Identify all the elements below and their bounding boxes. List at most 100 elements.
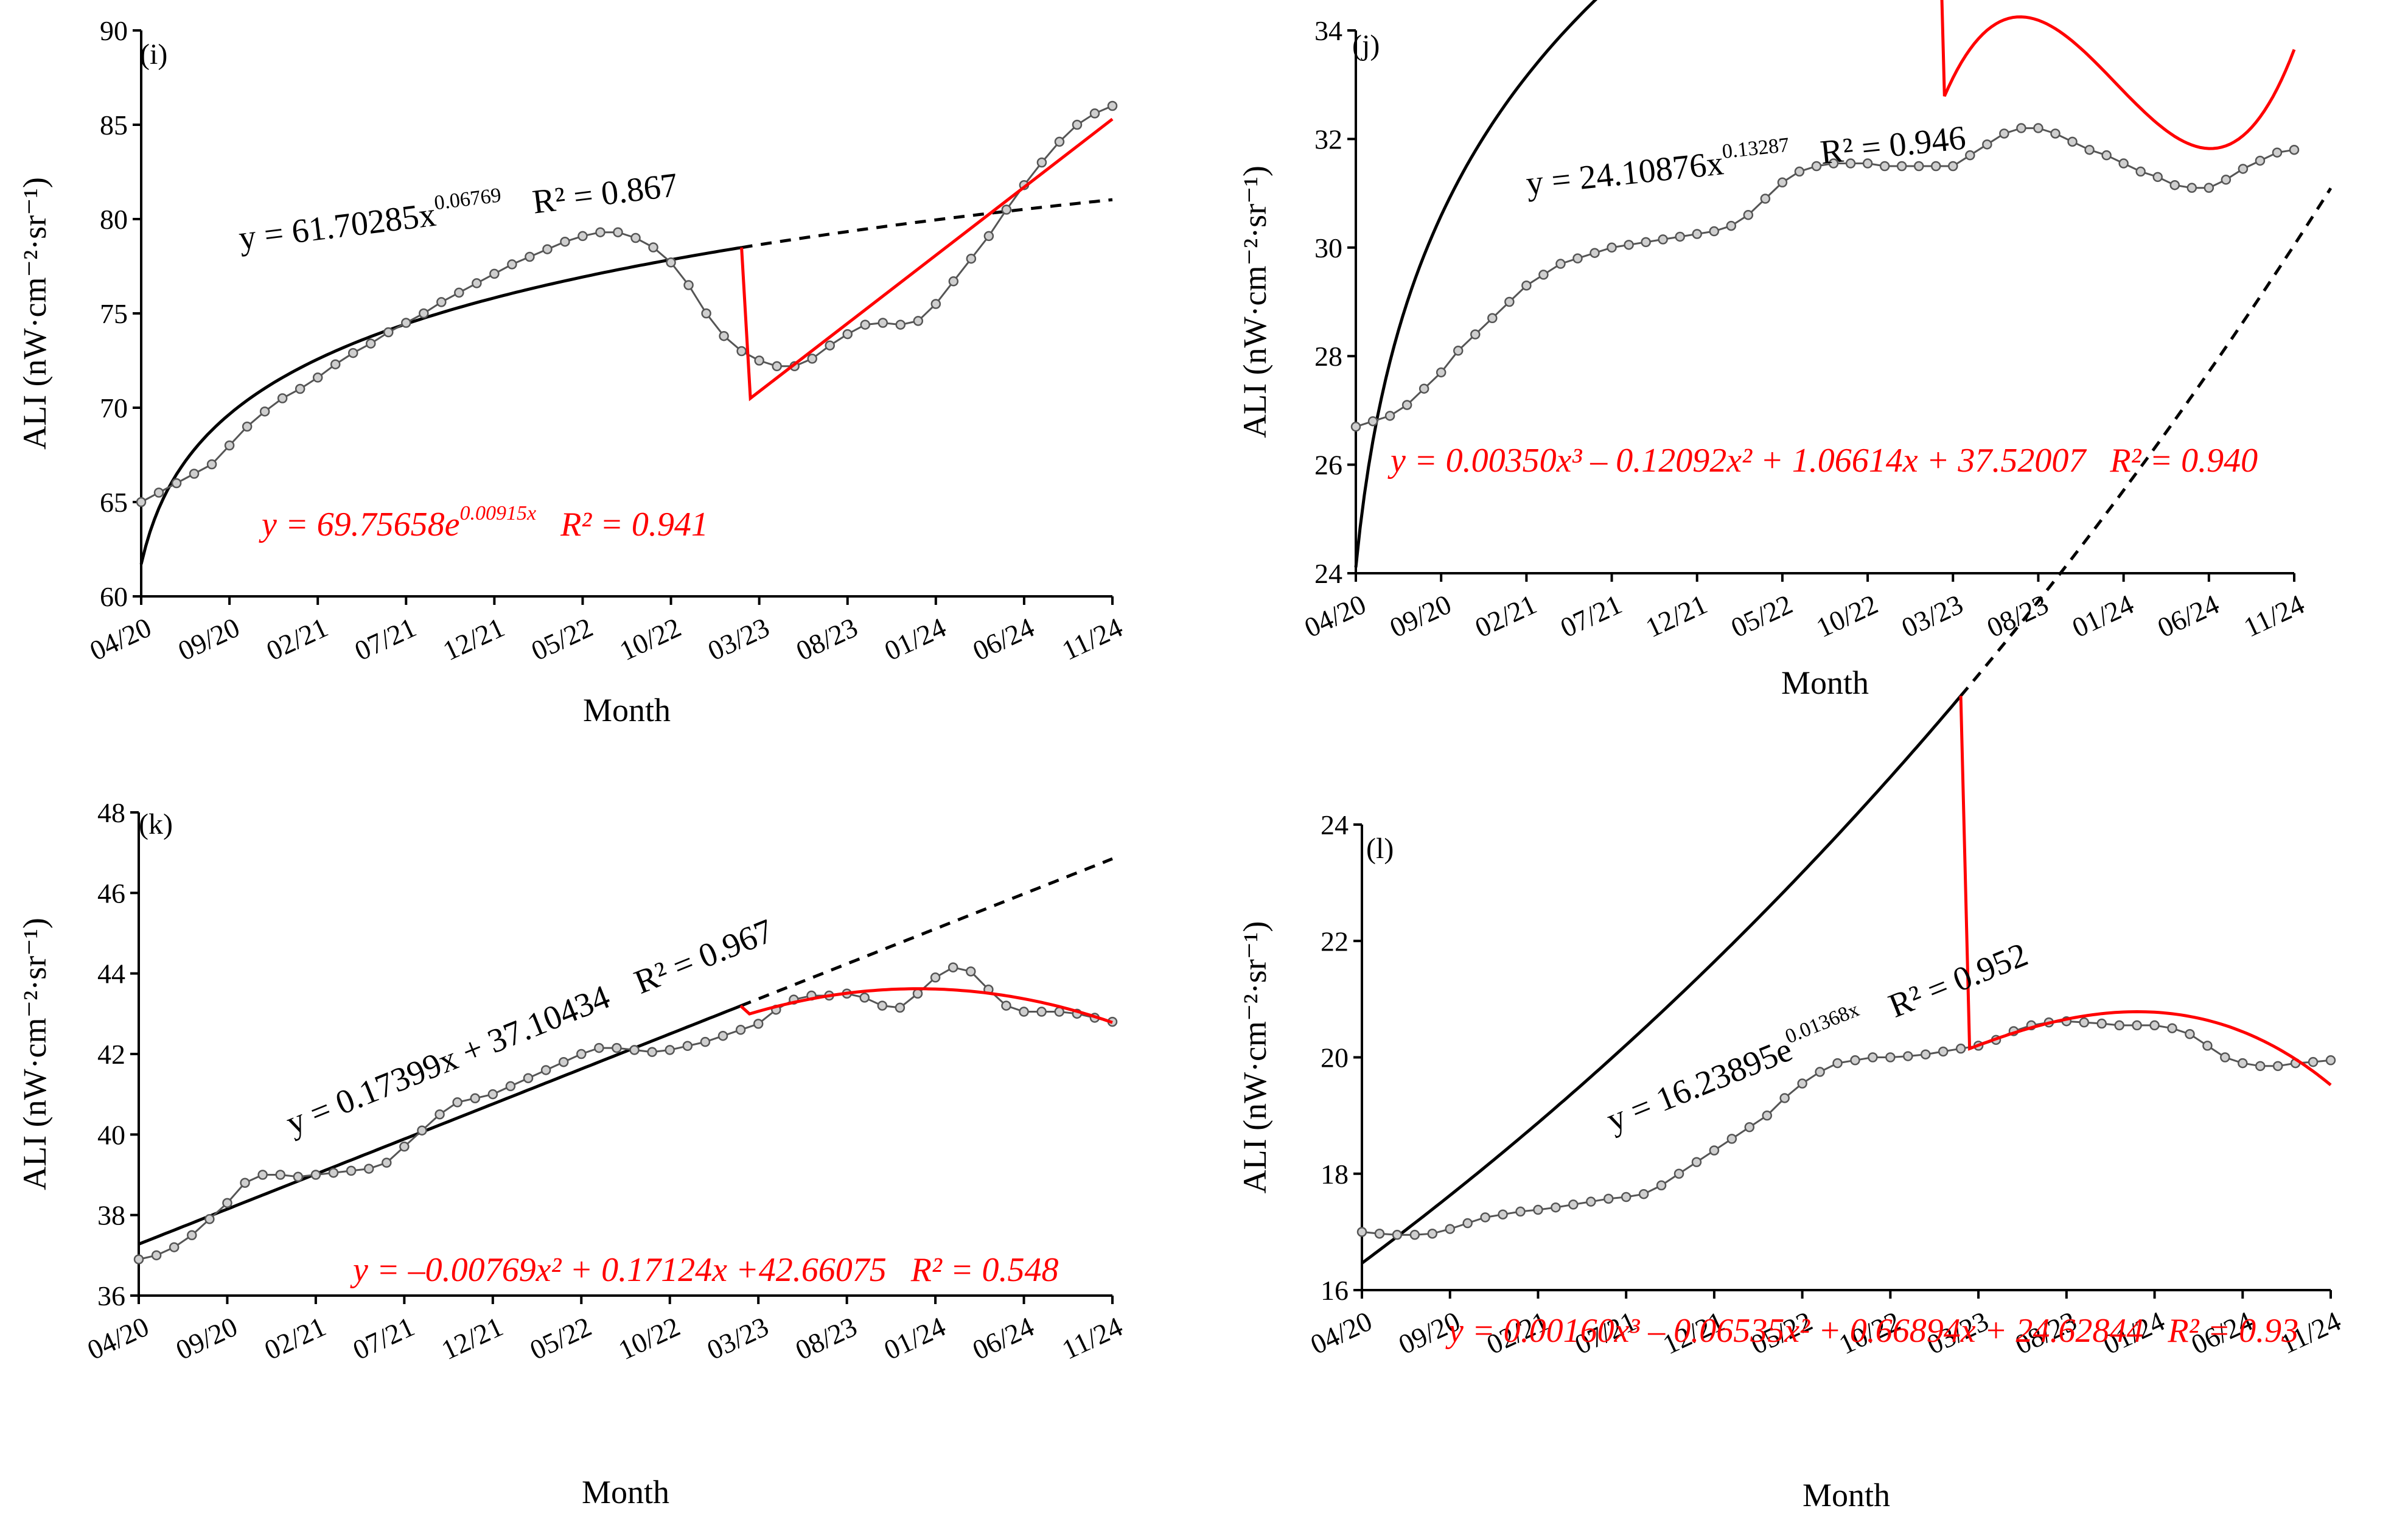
equation-r2: R² = 0.548 xyxy=(910,1251,1059,1289)
observed-point xyxy=(2096,1018,2107,1029)
observed-point xyxy=(1903,1051,1913,1061)
y-tick-label: 42 xyxy=(97,1039,125,1070)
observed-point xyxy=(487,1089,498,1100)
fit-projection-line xyxy=(741,198,1113,250)
x-tick-label: 01/24 xyxy=(879,1311,951,1366)
fit-after-equation: y = –0.00769x² + 0.17124x +42.66075 R² = … xyxy=(350,1251,1059,1289)
observed-point xyxy=(419,308,429,319)
observed-point xyxy=(452,1097,462,1108)
observed-point xyxy=(1350,421,1361,432)
observed-point xyxy=(542,244,553,254)
equation-r2: R² = 0.967 xyxy=(629,912,779,1002)
y-tick-label: 40 xyxy=(97,1119,125,1150)
observed-point xyxy=(2308,1056,2319,1067)
observed-point xyxy=(275,1170,285,1180)
observed-point xyxy=(1572,253,1583,263)
x-axis-title: Month xyxy=(1781,665,1869,701)
x-tick-label: 02/21 xyxy=(260,1311,331,1366)
x-axis-title: Month xyxy=(583,692,671,728)
observed-point xyxy=(417,1125,427,1136)
observed-point xyxy=(1743,210,1754,220)
observed-point xyxy=(2238,164,2249,174)
x-tick-label: 09/20 xyxy=(1385,588,1456,644)
y-tick-label: 60 xyxy=(100,581,128,612)
observed-point xyxy=(595,227,605,237)
observed-point xyxy=(1019,1007,1029,1017)
equation-main: y = –0.00769x² + 0.17124x +42.66075 xyxy=(350,1251,887,1289)
fit-before-line xyxy=(1354,0,1598,568)
observed-point xyxy=(1356,1227,1367,1237)
panel-i: 60 65 70 75 80 85 90 04/20 09/20 02/21 07/21 12/21 0… xyxy=(16,15,1127,728)
observed-point xyxy=(347,347,358,358)
x-tick-label: 01/24 xyxy=(880,612,951,667)
observed-point xyxy=(842,329,853,340)
observed-point xyxy=(2238,1058,2248,1069)
observed-point xyxy=(1453,346,1464,356)
observed-point xyxy=(1568,1199,1579,1210)
x-tick-label: 08/23 xyxy=(791,612,862,667)
observed-point xyxy=(1832,1058,1843,1069)
observed-point xyxy=(558,1056,569,1067)
observed-point xyxy=(1955,1043,1966,1054)
observed-point xyxy=(2067,136,2078,147)
observed-point xyxy=(1498,1209,1508,1220)
equation-main: y = 69.75658e xyxy=(259,506,460,543)
observed-point xyxy=(328,1167,339,1178)
observed-point xyxy=(1850,1055,1860,1066)
y-tick-label: 24 xyxy=(1314,558,1342,589)
observed-point xyxy=(505,1081,516,1092)
x-axis-title: Month xyxy=(582,1474,669,1510)
x-tick-label: 03/23 xyxy=(703,612,774,667)
x-tick-label: 06/24 xyxy=(968,1311,1039,1366)
observed-point xyxy=(1054,136,1065,147)
observed-point xyxy=(346,1165,357,1176)
observed-point xyxy=(240,1178,250,1188)
observed-point xyxy=(2255,155,2266,166)
observed-point xyxy=(912,988,923,999)
observed-point xyxy=(293,1171,304,1182)
observed-point xyxy=(1638,1188,1649,1199)
observed-point xyxy=(613,227,623,237)
observed-point xyxy=(717,1030,728,1041)
y-tick-label: 48 xyxy=(97,797,125,828)
observed-point xyxy=(1521,280,1532,291)
observed-point xyxy=(1036,157,1047,168)
observed-point xyxy=(436,297,447,307)
x-tick-label: 04/20 xyxy=(1300,588,1371,644)
x-tick-label: 07/21 xyxy=(1555,588,1627,644)
observed-point xyxy=(966,966,976,977)
observed-point xyxy=(719,330,729,341)
observed-point xyxy=(736,346,747,357)
observed-point xyxy=(1762,1110,1772,1121)
x-tick-label: 10/22 xyxy=(613,1311,685,1366)
observed-point xyxy=(2204,183,2214,193)
observed-point xyxy=(169,1242,180,1252)
observed-point xyxy=(560,236,570,247)
y-axis-title: ALI (nW·cm⁻²·sr⁻¹) xyxy=(1237,921,1273,1194)
equation-r2: R² = 0.941 xyxy=(560,506,708,543)
observed-point xyxy=(1965,150,1975,161)
observed-point xyxy=(1777,177,1788,188)
fit-before-line xyxy=(1361,694,1963,1265)
observed-point xyxy=(666,257,676,268)
observed-point xyxy=(1709,226,1720,237)
y-tick-label: 85 xyxy=(100,110,128,141)
observed-point xyxy=(594,1042,604,1053)
observed-point xyxy=(1504,296,1515,307)
observed-point xyxy=(2272,147,2283,158)
fit-before-line xyxy=(139,246,742,565)
observed-point xyxy=(1107,100,1118,111)
observed-point xyxy=(2101,150,2112,161)
observed-series-line xyxy=(1355,127,2295,428)
observed-point xyxy=(399,1141,410,1152)
observed-point xyxy=(1913,161,1924,172)
observed-point xyxy=(470,1093,480,1104)
observed-point xyxy=(1586,1196,1596,1207)
observed-point xyxy=(1815,1067,1825,1077)
observed-point xyxy=(2185,1029,2195,1039)
observed-point xyxy=(295,383,305,394)
observed-point xyxy=(2135,166,2146,177)
observed-point xyxy=(1001,204,1012,215)
